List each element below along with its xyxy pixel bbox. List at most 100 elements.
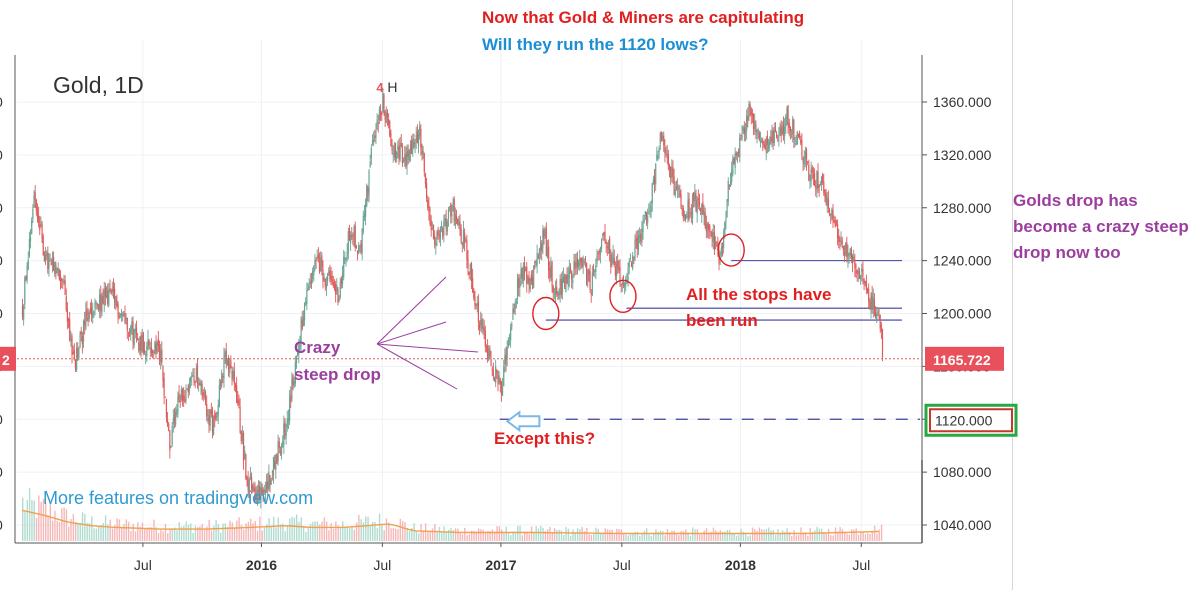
candle-body bbox=[48, 259, 50, 269]
volume-bar bbox=[68, 526, 70, 541]
candle-body bbox=[375, 130, 377, 139]
volume-bar bbox=[316, 521, 319, 541]
volume-bar bbox=[107, 524, 109, 541]
candle-body bbox=[474, 296, 476, 306]
volume-bar bbox=[450, 527, 452, 541]
candle-body bbox=[36, 210, 39, 219]
candle-body bbox=[614, 267, 617, 276]
candle-body bbox=[881, 329, 884, 358]
candle-body bbox=[254, 487, 256, 497]
candle-body bbox=[624, 282, 626, 288]
candle-body bbox=[784, 126, 786, 137]
candle-body bbox=[404, 154, 406, 162]
candle-body bbox=[285, 430, 287, 437]
volume-bar bbox=[837, 531, 839, 541]
volume-bar bbox=[666, 529, 669, 541]
candle-body bbox=[447, 209, 450, 219]
volume-ma-line bbox=[21, 509, 879, 535]
candle-body bbox=[108, 288, 110, 305]
candle-body bbox=[839, 239, 841, 242]
volume-bar bbox=[570, 535, 572, 541]
candle-body bbox=[644, 211, 646, 217]
volume-bar bbox=[758, 527, 761, 541]
volume-bar bbox=[576, 528, 579, 541]
volume-bar bbox=[558, 529, 560, 541]
candle-body bbox=[374, 135, 376, 138]
candle-body bbox=[492, 370, 494, 376]
candle-body bbox=[546, 248, 549, 258]
candle-body bbox=[293, 380, 295, 386]
candle-body bbox=[726, 199, 728, 217]
candle-body bbox=[834, 220, 836, 228]
candle-body bbox=[687, 200, 689, 220]
volume-bar bbox=[367, 516, 369, 541]
volume-bar bbox=[491, 529, 494, 541]
volume-bar bbox=[689, 535, 692, 541]
candle-body bbox=[407, 150, 409, 158]
candle-body bbox=[222, 376, 224, 378]
volume-bar bbox=[484, 532, 487, 541]
candle-body bbox=[666, 153, 668, 156]
candle-body bbox=[552, 286, 554, 293]
volume-bar bbox=[31, 499, 33, 541]
volume-bar bbox=[429, 532, 431, 541]
candle-body bbox=[425, 183, 428, 199]
candle-body bbox=[675, 186, 678, 188]
candle-body bbox=[484, 330, 486, 347]
candle-body bbox=[720, 247, 722, 256]
volume-bar bbox=[721, 531, 724, 541]
candle-body bbox=[194, 380, 196, 383]
candle-body bbox=[613, 257, 615, 265]
candle-body bbox=[362, 215, 364, 233]
volume-bar bbox=[114, 525, 116, 541]
candle-body bbox=[847, 253, 849, 260]
last-price-label: 1165.722 bbox=[933, 352, 991, 368]
volume-bar bbox=[332, 528, 335, 541]
candle-body bbox=[516, 279, 519, 299]
candle-body bbox=[352, 240, 354, 243]
candle-body bbox=[579, 258, 581, 266]
candle-body bbox=[200, 381, 202, 387]
candle-body bbox=[765, 138, 767, 153]
candle-body bbox=[521, 267, 523, 279]
candle-body bbox=[346, 252, 348, 259]
candle-body bbox=[376, 119, 378, 130]
volume-bar bbox=[466, 535, 468, 541]
volume-bar bbox=[45, 502, 47, 541]
candle-body bbox=[59, 275, 62, 282]
volume-bar bbox=[431, 528, 434, 541]
volume-bar bbox=[95, 528, 98, 541]
volume-bar bbox=[715, 530, 717, 541]
candle-body bbox=[544, 231, 546, 236]
volume-bar bbox=[104, 515, 107, 541]
candle-body bbox=[473, 289, 475, 299]
volume-bar bbox=[454, 528, 457, 541]
candle-body bbox=[383, 93, 385, 109]
highlight-1120-label: 1120.000 bbox=[935, 412, 993, 428]
candle-body bbox=[114, 288, 116, 302]
candle-body bbox=[308, 285, 310, 290]
volume-bar bbox=[786, 528, 788, 541]
volume-bar bbox=[180, 526, 183, 541]
candle-body bbox=[609, 238, 611, 254]
candle-body bbox=[81, 336, 83, 345]
volume-bar bbox=[256, 530, 259, 541]
candle-body bbox=[298, 344, 300, 355]
left-price-label: 2 bbox=[2, 352, 10, 368]
candle-body bbox=[802, 159, 804, 162]
volume-bar bbox=[243, 529, 245, 541]
volume-bar bbox=[137, 522, 139, 541]
candle-body bbox=[617, 260, 619, 268]
candle-body bbox=[586, 263, 588, 285]
candle-body bbox=[737, 150, 740, 154]
volume-bar bbox=[399, 518, 402, 541]
volume-bar bbox=[457, 528, 459, 541]
candle-body bbox=[361, 228, 363, 254]
candle-body bbox=[391, 145, 393, 152]
candle-body bbox=[482, 325, 484, 330]
volume-bar bbox=[489, 531, 491, 541]
candle-body bbox=[704, 212, 706, 228]
volume-bar bbox=[657, 531, 659, 541]
candle-body bbox=[850, 248, 853, 259]
candle-body bbox=[789, 126, 791, 132]
